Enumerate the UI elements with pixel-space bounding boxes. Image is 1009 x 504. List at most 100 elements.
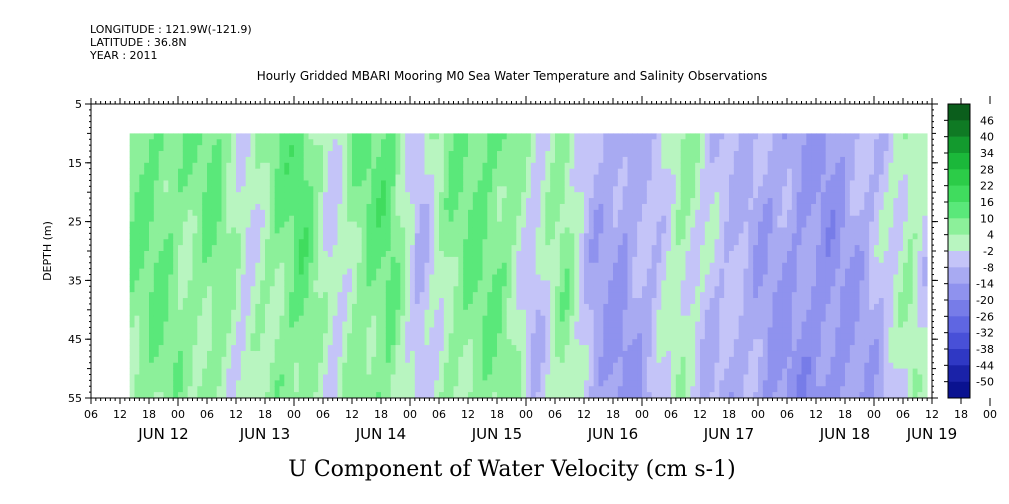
heat-cell — [627, 380, 633, 387]
heat-cell — [521, 356, 527, 364]
heat-cell — [574, 327, 580, 334]
heat-cell — [361, 139, 367, 146]
heat-cell — [303, 298, 309, 305]
heat-cell — [202, 203, 208, 211]
heat-cell — [221, 374, 227, 381]
heat-cell — [313, 156, 319, 164]
heat-cell — [327, 286, 334, 293]
heat-cell — [187, 245, 193, 252]
heat-cell — [458, 180, 464, 187]
heat-cell — [526, 392, 532, 399]
heat-cell — [439, 303, 445, 311]
heat-cell — [617, 209, 624, 217]
heat-cell — [511, 309, 517, 317]
heat-cell — [149, 251, 155, 258]
heat-cell — [153, 133, 160, 140]
heat-cell — [463, 368, 469, 375]
heat-cell — [303, 274, 309, 281]
heat-cell — [463, 156, 469, 164]
heat-cell — [303, 156, 309, 164]
heat-cell — [492, 268, 498, 275]
heat-cell — [255, 374, 261, 381]
heat-cell — [255, 168, 261, 175]
heat-cell — [584, 386, 590, 393]
heat-cell — [139, 156, 145, 164]
heat-cell — [139, 327, 145, 334]
heat-cell — [501, 274, 508, 281]
heat-cell — [468, 233, 474, 240]
heat-cell — [134, 186, 140, 193]
heat-cell — [226, 303, 232, 311]
heat-cell — [603, 374, 609, 381]
heat-cell — [163, 327, 169, 334]
heat-cell — [593, 292, 599, 299]
heat-cell — [477, 245, 483, 252]
heat-cell — [260, 356, 266, 364]
heat-cell — [144, 321, 150, 328]
heat-cell — [472, 156, 479, 164]
heat-cell — [337, 350, 343, 358]
heat-cell — [521, 350, 527, 358]
heat-cell — [202, 133, 208, 140]
heat-cell — [569, 327, 575, 334]
heat-cell — [608, 239, 614, 246]
heat-cell — [545, 280, 551, 287]
heat-cell — [260, 321, 266, 328]
heat-cell — [579, 209, 585, 217]
heat-cell — [226, 380, 232, 387]
heat-cell — [390, 139, 396, 146]
heat-cell — [516, 180, 522, 187]
heat-cell — [608, 333, 614, 340]
heat-cell — [555, 151, 561, 158]
heat-cell — [535, 221, 541, 228]
heat-cell — [458, 156, 464, 164]
heat-cell — [521, 374, 527, 381]
heat-cell — [434, 339, 440, 346]
heat-cell — [535, 251, 541, 258]
heat-cell — [245, 280, 251, 287]
heat-cell — [588, 380, 595, 387]
heat-cell — [574, 256, 580, 264]
heat-cell — [303, 239, 309, 246]
heat-cell — [129, 233, 135, 240]
heat-cell — [298, 133, 305, 140]
heat-cell — [414, 333, 421, 340]
heat-cell — [313, 174, 319, 181]
heat-cell — [511, 198, 517, 205]
heat-cell — [144, 303, 150, 311]
heat-cell — [265, 198, 271, 205]
heat-cell — [255, 286, 261, 293]
heat-cell — [511, 292, 517, 299]
heat-cell — [158, 368, 164, 375]
heat-cell — [472, 203, 479, 211]
heat-cell — [608, 362, 614, 369]
heat-cell — [260, 145, 266, 152]
heat-cell — [434, 239, 440, 246]
heat-cell — [337, 292, 343, 299]
heat-cell — [318, 168, 324, 175]
heat-cell — [559, 186, 566, 193]
heat-cell — [260, 139, 266, 146]
heat-cell — [240, 262, 247, 270]
heat-cell — [603, 256, 609, 264]
heat-cell — [545, 139, 551, 146]
heat-cell — [463, 298, 469, 305]
heat-cell — [294, 298, 300, 305]
heat-cell — [216, 239, 222, 246]
heat-cell — [550, 139, 556, 146]
heat-cell — [506, 374, 512, 381]
heat-cell — [468, 186, 474, 193]
heat-cell — [221, 180, 227, 187]
heat-cell — [381, 198, 387, 205]
heat-cell — [240, 350, 247, 358]
heat-cell — [289, 356, 295, 364]
heat-cell — [439, 168, 445, 175]
heat-cell — [182, 327, 189, 334]
heat-cell — [598, 168, 604, 175]
heat-cell — [250, 251, 256, 258]
heat-cell — [622, 374, 628, 381]
heat-cell — [477, 162, 483, 170]
heat-cell — [231, 315, 237, 322]
heat-cell — [545, 350, 551, 358]
heat-cell — [139, 133, 145, 140]
